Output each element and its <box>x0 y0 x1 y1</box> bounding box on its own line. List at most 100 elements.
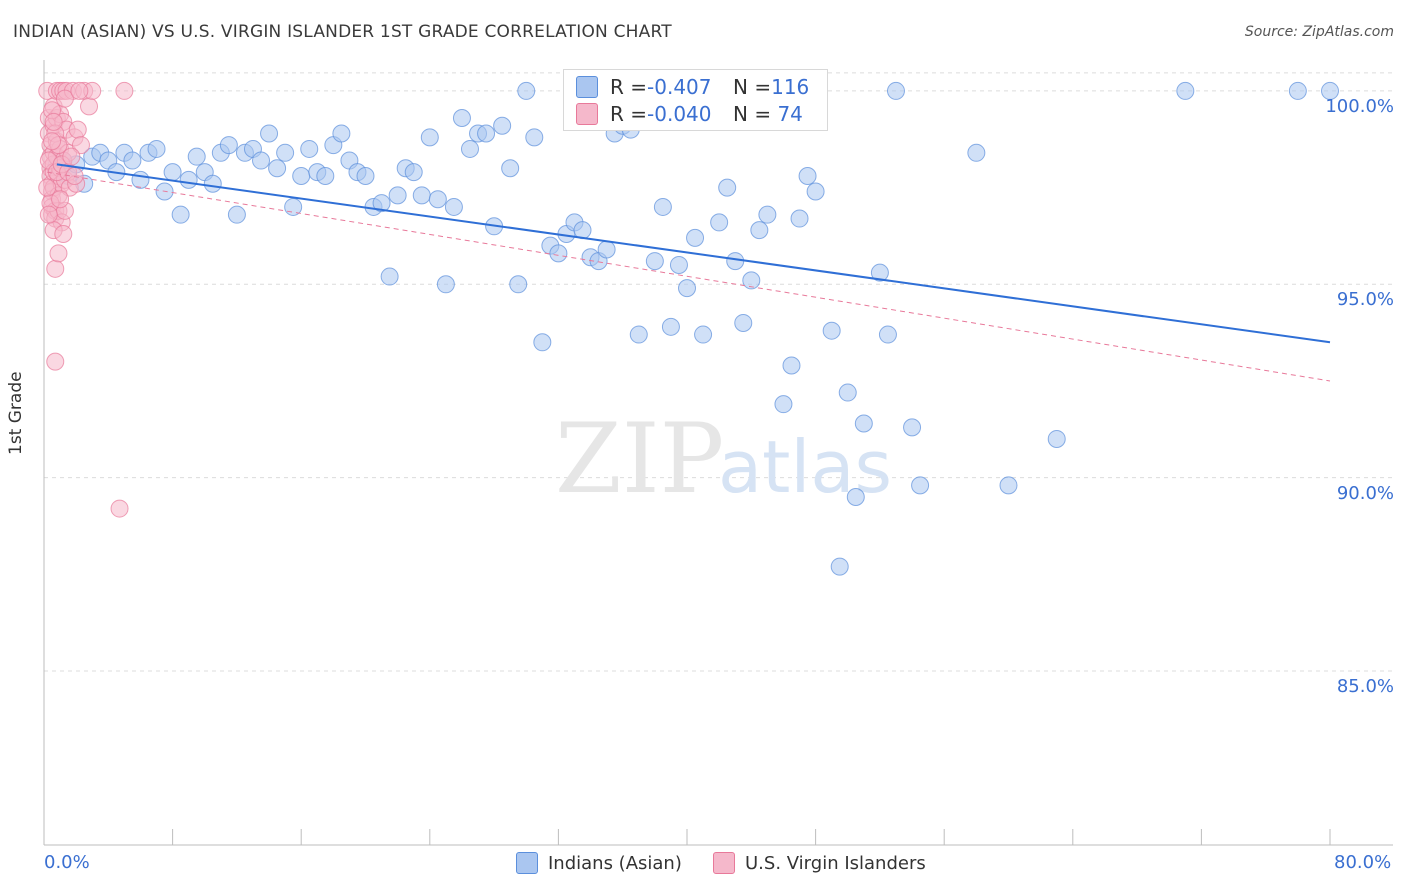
n-label: N = <box>733 102 772 126</box>
point-indians <box>653 197 672 216</box>
n-value: 116 <box>771 75 810 99</box>
point-indians <box>412 186 431 205</box>
point-virgin-islanders <box>49 244 68 263</box>
point-indians <box>678 279 696 298</box>
point-indians <box>420 128 439 147</box>
point-indians <box>774 395 793 414</box>
point-indians <box>316 167 335 186</box>
stats-row-virgin-islanders: R = -0.040 N = 74 <box>576 101 803 127</box>
point-indians <box>131 170 150 189</box>
point-indians <box>790 209 809 228</box>
n-label: N = <box>733 75 772 99</box>
r-value: -0.040 <box>647 102 712 126</box>
r-label: R = <box>610 102 648 126</box>
point-indians <box>509 275 528 294</box>
point-indians <box>806 182 825 201</box>
legend-item-indians: Indians (Asian) <box>516 852 682 874</box>
point-indians <box>669 255 688 274</box>
point-indians <box>750 221 769 240</box>
point-indians <box>525 128 544 147</box>
y-tick-label: 95.0% <box>1336 289 1394 311</box>
trend-line-virgin-islanders <box>47 171 1331 382</box>
point-indians <box>300 139 319 158</box>
point-virgin-islanders <box>54 225 73 244</box>
source-credit: Source: ZipAtlas.com <box>1244 24 1394 40</box>
point-indians <box>878 325 897 344</box>
point-indians <box>742 271 761 290</box>
point-indians <box>999 476 1018 495</box>
point-indians <box>372 194 391 213</box>
y-axis-label: 1st Grade <box>6 371 26 455</box>
point-indians <box>838 383 857 402</box>
point-indians <box>179 170 198 189</box>
point-indians <box>726 252 745 271</box>
point-indians <box>734 313 753 332</box>
n-value: 74 <box>771 102 803 126</box>
point-indians <box>203 174 222 193</box>
y-tick-label: 85.0% <box>1336 675 1394 697</box>
point-indians <box>252 151 271 170</box>
swatch-indians <box>576 76 598 98</box>
point-indians <box>171 205 190 224</box>
point-virgin-islanders <box>46 352 65 371</box>
legend-item-virgin-islanders: U.S. Virgin Islanders <box>713 852 926 874</box>
point-indians <box>332 124 351 143</box>
point-indians <box>822 321 841 340</box>
point-indians <box>404 163 423 182</box>
point-indians <box>452 109 471 128</box>
trend-lines <box>47 163 1331 382</box>
point-indians <box>444 197 463 216</box>
point-virgin-islanders <box>71 136 90 155</box>
point-indians <box>219 136 238 155</box>
point-indians <box>903 418 922 437</box>
point-indians <box>645 252 664 271</box>
point-indians <box>629 325 648 344</box>
point-indians <box>911 476 930 495</box>
r-label: R = <box>610 75 648 99</box>
watermark-atlas: atlas <box>718 425 892 509</box>
point-indians <box>292 167 311 186</box>
point-indians <box>147 139 166 158</box>
point-virgin-islanders <box>110 499 129 518</box>
point-indians <box>846 487 865 506</box>
point-indians <box>187 147 206 166</box>
x-tick-label-min: 0.0% <box>44 852 90 873</box>
point-virgin-islanders <box>44 112 63 131</box>
grid-lines <box>44 72 1393 672</box>
point-indians <box>260 124 279 143</box>
point-indians <box>870 263 889 282</box>
stats-box: R = -0.407 N = 116 R = -0.040 N = 74 <box>563 69 828 131</box>
point-indians <box>1321 81 1339 100</box>
point-indians <box>501 159 520 178</box>
point-indians <box>718 178 737 197</box>
point-indians <box>758 205 777 224</box>
swatch-virgin-islanders <box>576 103 598 125</box>
point-virgin-islanders <box>43 132 62 151</box>
point-virgin-islanders <box>70 81 89 100</box>
point-indians <box>798 167 817 186</box>
point-indians <box>782 356 801 375</box>
trend-line-indians <box>56 163 1331 344</box>
point-indians <box>710 213 729 232</box>
point-indians <box>493 116 512 135</box>
point-indians <box>533 333 552 352</box>
point-indians <box>517 81 536 100</box>
point-indians <box>549 244 568 263</box>
point-indians <box>694 325 713 344</box>
point-indians <box>967 143 986 162</box>
point-indians <box>854 414 873 433</box>
point-indians <box>428 190 447 209</box>
point-indians <box>1288 81 1307 100</box>
point-virgin-islanders <box>115 81 134 100</box>
point-indians <box>123 151 142 170</box>
point-virgin-islanders <box>38 178 57 197</box>
legend-label-indians: Indians (Asian) <box>548 852 682 874</box>
point-indians <box>388 186 407 205</box>
point-indians <box>686 228 705 247</box>
point-virgin-islanders <box>51 190 70 209</box>
point-indians <box>380 267 399 286</box>
point-virgin-islanders <box>68 120 87 139</box>
point-indians <box>477 124 496 143</box>
chart-title: INDIAN (ASIAN) VS U.S. VIRGIN ISLANDER 1… <box>13 22 672 42</box>
